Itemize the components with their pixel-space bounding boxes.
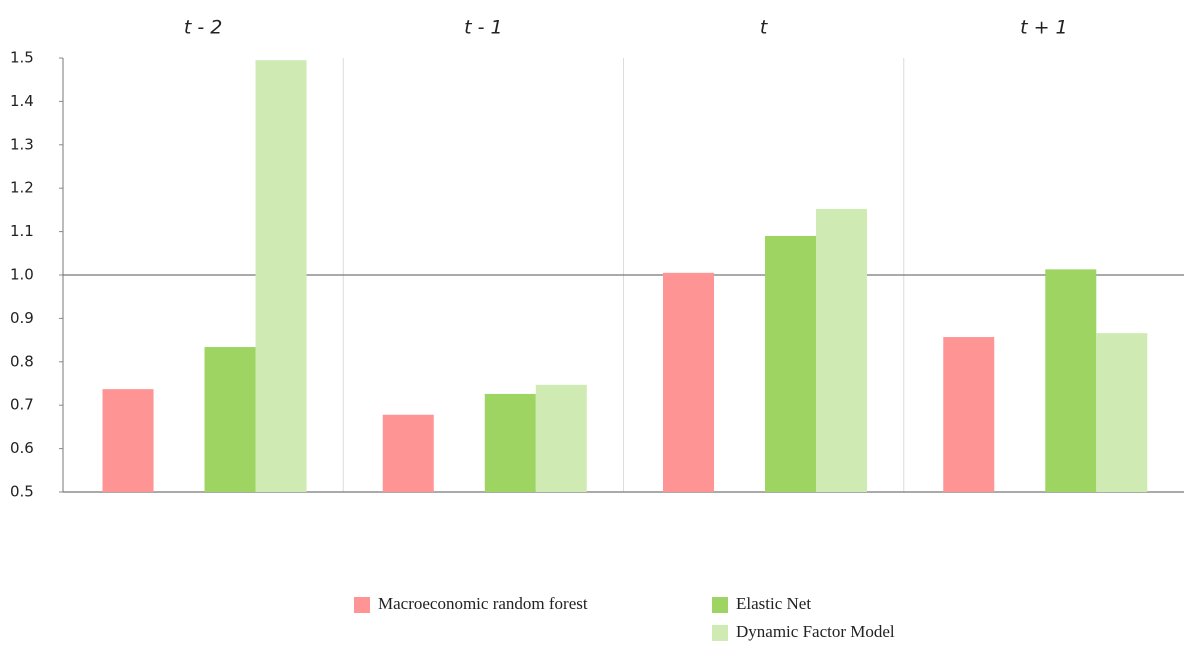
y-tick-label: 1.5 [10,49,34,67]
category-label: t + 1 [1020,17,1068,39]
legend-label: Dynamic Factor Model [736,622,895,641]
y-tick-label: 1.3 [10,135,34,153]
bar [816,209,868,493]
bar [102,389,154,492]
category-label: t [760,17,769,39]
bar [663,272,715,492]
bar [535,384,587,492]
bar [1045,269,1097,492]
y-tick-label: 0.6 [10,439,34,457]
y-tick-label: 0.7 [10,396,34,414]
y-tick-label: 1.0 [10,266,34,284]
category-label: t - 1 [464,17,502,39]
bar [765,235,817,492]
legend-label: Elastic Net [736,594,811,613]
y-tick-label: 1.4 [10,92,34,110]
legend-swatch [712,597,728,613]
bar [943,337,995,492]
bar [484,393,536,492]
bar [255,60,307,493]
bar [204,347,256,492]
category-label: t - 2 [184,17,222,39]
y-tick-label: 1.1 [10,222,34,240]
legend-swatch [712,625,728,641]
bar [1096,333,1148,492]
y-tick-label: 0.5 [10,483,34,501]
y-tick-label: 0.8 [10,352,34,370]
legend-swatch [354,597,370,613]
bar [382,414,434,492]
y-tick-label: 1.2 [10,179,34,197]
legend-label: Macroeconomic random forest [378,594,588,613]
y-tick-label: 0.9 [10,309,34,327]
